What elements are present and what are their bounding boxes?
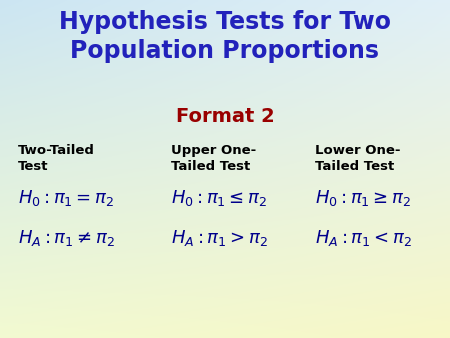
Text: $H_0 :\pi_1 \geq \pi_2$: $H_0 :\pi_1 \geq \pi_2$: [315, 188, 411, 208]
Text: Lower One-
Tailed Test: Lower One- Tailed Test: [315, 144, 400, 173]
Text: Hypothesis Tests for Two
Population Proportions: Hypothesis Tests for Two Population Prop…: [59, 10, 391, 63]
Text: Format 2: Format 2: [176, 107, 274, 126]
Text: Two-Tailed
Test: Two-Tailed Test: [18, 144, 95, 173]
Text: Upper One-
Tailed Test: Upper One- Tailed Test: [171, 144, 256, 173]
Text: $H_A :\pi_1 > \pi_2$: $H_A :\pi_1 > \pi_2$: [171, 228, 268, 248]
Text: $H_0 :\pi_1 = \pi_2$: $H_0 :\pi_1 = \pi_2$: [18, 188, 114, 208]
Text: $H_A :\pi_1 \neq \pi_2$: $H_A :\pi_1 \neq \pi_2$: [18, 228, 115, 248]
Text: $H_0 :\pi_1 \leq \pi_2$: $H_0 :\pi_1 \leq \pi_2$: [171, 188, 267, 208]
Text: $H_A :\pi_1 < \pi_2$: $H_A :\pi_1 < \pi_2$: [315, 228, 412, 248]
